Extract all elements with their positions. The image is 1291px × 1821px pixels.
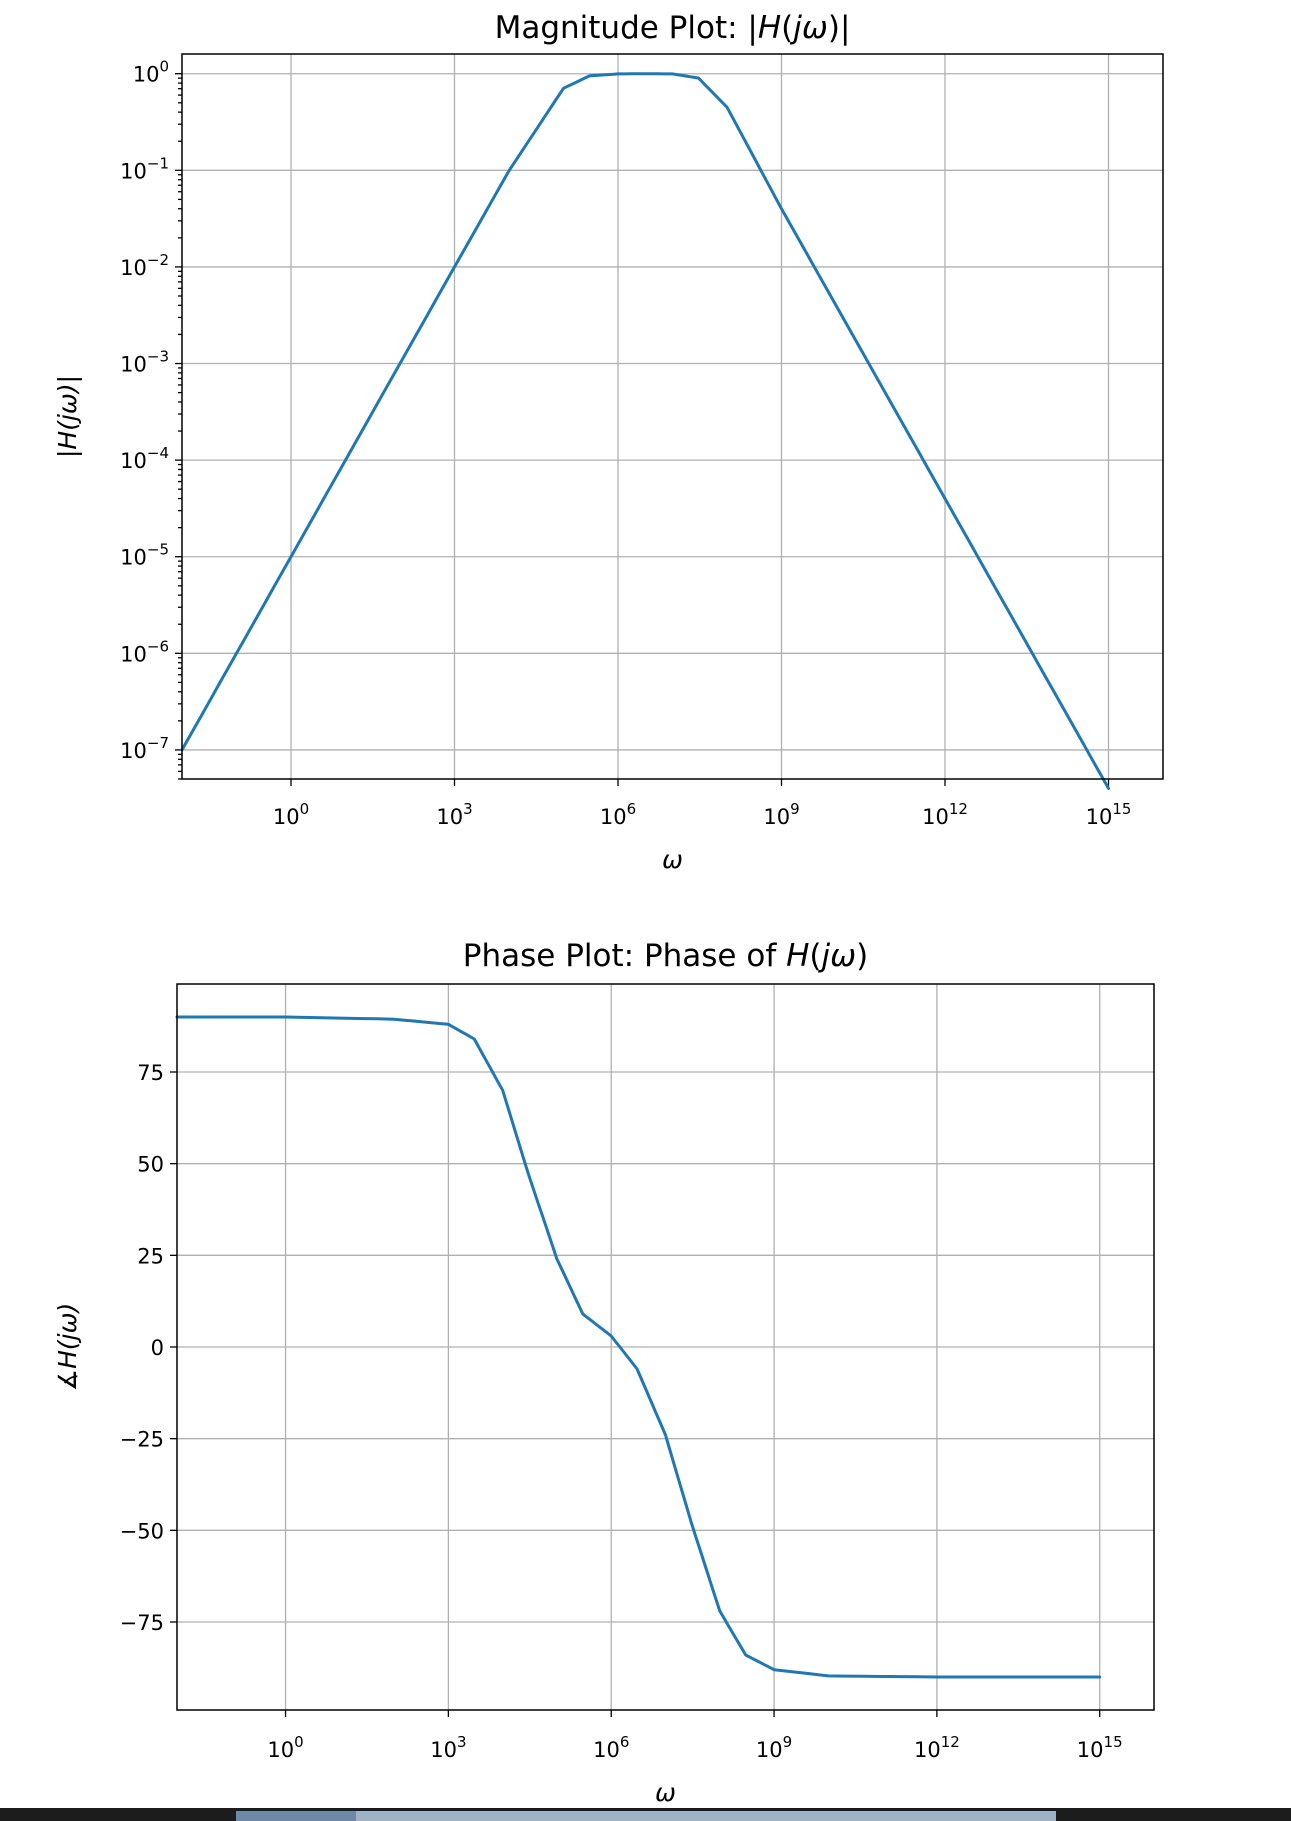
y-tick-label: −50 — [120, 1519, 164, 1543]
magnitude-chart: 100 103 106 109 1012 101510010−110−210−310−41… — [53, 10, 1164, 874]
y-axis-ticks: 100 10−1 10−2 10−3 10−4 10−5 10−6 10−7 — [120, 58, 182, 763]
y-tick-label: 10−5 — [120, 541, 169, 570]
y-axis-ticks: 75 50 25 0 −25 −50 −75 — [120, 1061, 177, 1635]
chart-title: Phase Plot: Phase of H(jω) — [463, 938, 868, 974]
plot-frame — [176, 983, 1155, 1711]
x-tick-label: 100 — [267, 1733, 303, 1762]
x-tick-label: 106 — [600, 800, 636, 829]
chart-title: Magnitude Plot: |H(jω)| — [495, 10, 851, 46]
y-tick-label: −75 — [120, 1611, 164, 1635]
y-tick-label: 10−1 — [120, 154, 169, 183]
x-tick-label: 100 — [273, 800, 309, 829]
x-tick-label: 103 — [430, 1733, 466, 1762]
x-tick-label: 1015 — [1086, 800, 1132, 829]
grid-lines — [182, 54, 1163, 779]
y-tick-label: 10−3 — [120, 348, 169, 377]
data-line — [175, 1015, 1102, 1679]
y-tick-label: 10−4 — [120, 444, 169, 473]
y-tick-label: 10−2 — [120, 251, 169, 280]
y-tick-label: 0 — [151, 1336, 164, 1360]
grid-lines — [177, 984, 1154, 1710]
x-tick-label: 109 — [763, 800, 799, 829]
y-tick-label: −25 — [120, 1428, 164, 1452]
data-line — [180, 72, 1110, 790]
x-tick-label: 103 — [436, 800, 472, 829]
x-axis-label: ω — [655, 1778, 676, 1807]
y-tick-label: 50 — [137, 1153, 164, 1177]
x-axis-label: ω — [662, 845, 683, 874]
x-tick-label: 1012 — [922, 800, 968, 829]
y-axis-label: |H(jω)| — [53, 375, 82, 458]
x-tick-label: 1015 — [1077, 1733, 1123, 1762]
phase-chart: 100 103 106 109 1012 1015 75 50 25 0 −25 −50 −75 Phas… — [53, 938, 1155, 1807]
y-tick-label: 10−6 — [120, 637, 169, 666]
y-axis-label: ∡H(jω) — [53, 1303, 82, 1392]
x-tick-label: 106 — [593, 1733, 629, 1762]
plot-frame — [181, 53, 1164, 780]
y-tick-label: 25 — [137, 1244, 164, 1268]
taskbar-strip — [0, 1808, 1291, 1821]
y-tick-label: 100 — [133, 58, 169, 87]
x-axis-ticks: 100 103 106 109 1012 1015 — [267, 1710, 1123, 1762]
y-tick-label: 75 — [137, 1061, 164, 1085]
x-tick-label: 109 — [756, 1733, 792, 1762]
x-tick-label: 1012 — [914, 1733, 960, 1762]
x-axis-ticks: 100 103 106 109 1012 1015 — [273, 779, 1132, 829]
y-tick-label: 10−7 — [120, 734, 169, 763]
